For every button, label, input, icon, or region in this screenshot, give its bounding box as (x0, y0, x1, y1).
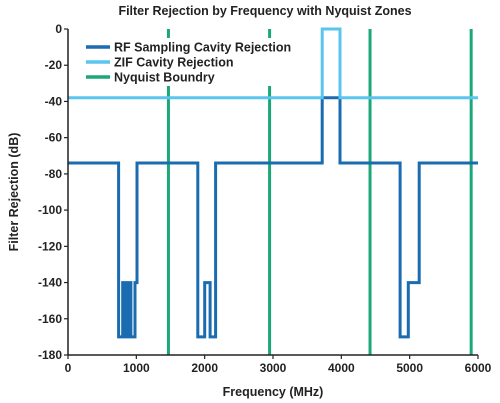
y-tick-label: -100 (38, 203, 62, 217)
y-tick-label: -120 (38, 239, 62, 253)
x-tick-label: 4000 (328, 361, 355, 375)
series-lines (68, 27, 478, 339)
x-ticks: 0 1000 2000 3000 4000 5000 6000 (65, 355, 492, 375)
x-tick-label: 5000 (396, 361, 423, 375)
zif-cavity-rejection-line (68, 27, 478, 100)
legend-label: Nyquist Boundry (114, 71, 215, 85)
x-tick-label: 6000 (465, 361, 492, 375)
y-tick-label: 0 (55, 22, 62, 36)
y-ticks: 0 -20 -40 -60 -80 -100 -120 -140 -160 -180 (38, 22, 68, 362)
x-tick-label: 0 (65, 361, 72, 375)
y-tick-label: -40 (45, 94, 63, 108)
y-tick-label: -20 (45, 58, 63, 72)
y-tick-label: -80 (45, 167, 63, 181)
legend-label: RF Sampling Cavity Rejection (114, 41, 291, 55)
legend-background (76, 38, 298, 86)
y-axis-label: Filter Rejection (dB) (7, 133, 21, 252)
y-tick-label: -180 (38, 348, 62, 362)
y-tick-label: -60 (45, 131, 63, 145)
x-tick-label: 3000 (260, 361, 287, 375)
y-tick-label: -160 (38, 312, 62, 326)
x-axis-label: Frequency (MHz) (223, 385, 324, 399)
y-tick-label: -140 (38, 276, 62, 290)
rf-sampling-cavity-rejection-line (68, 96, 478, 339)
x-tick-label: 1000 (123, 361, 150, 375)
x-tick-label: 2000 (191, 361, 218, 375)
legend-label: ZIF Cavity Rejection (114, 56, 233, 70)
chart-title: Filter Rejection by Frequency with Nyqui… (118, 4, 411, 18)
